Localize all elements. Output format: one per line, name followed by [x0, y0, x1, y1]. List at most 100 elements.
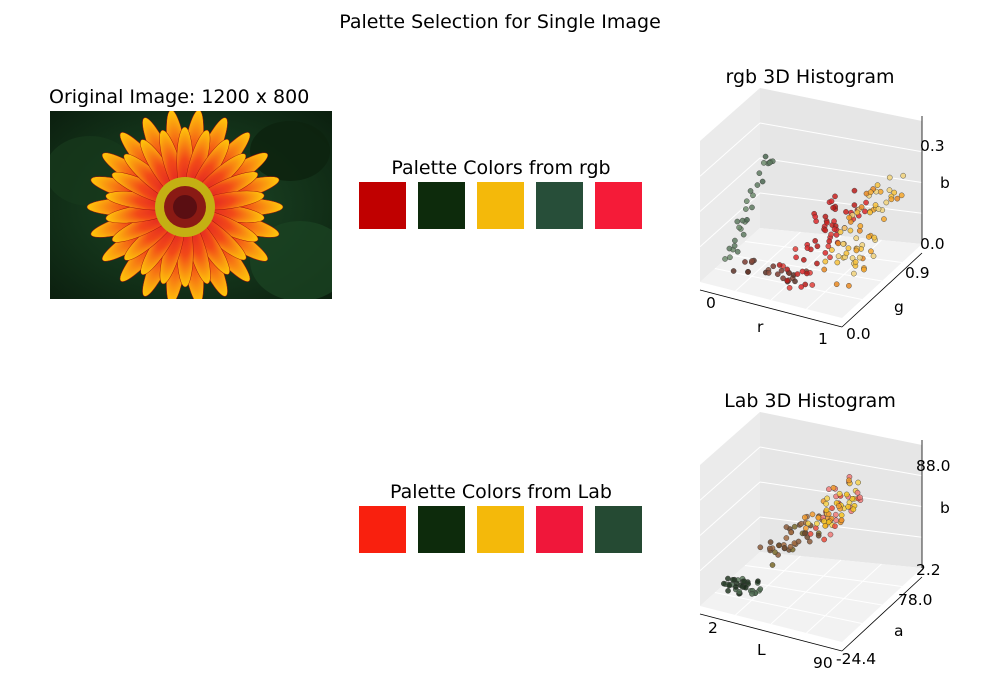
scatter-point [851, 187, 858, 194]
scatter-point [888, 196, 895, 203]
scatter-point [846, 214, 852, 221]
scatter-point [822, 258, 829, 265]
scatter-point [834, 259, 841, 266]
scatter-point [742, 259, 748, 265]
scatter-point [734, 248, 741, 255]
scatter-point [795, 538, 802, 545]
scatter-point [855, 479, 861, 486]
scatter-point [792, 246, 799, 252]
scatter-point [798, 520, 805, 527]
lab-z-label: b [940, 499, 950, 517]
scatter-point [806, 538, 813, 545]
scatter-point [792, 278, 798, 285]
scatter-point [866, 234, 872, 240]
rgb-y-tick-0: 0.0 [846, 325, 871, 343]
scatter-point [726, 245, 733, 252]
scatter-point [824, 219, 830, 226]
scatter-point [833, 281, 840, 288]
scatter-point [786, 285, 793, 291]
scatter-point [827, 254, 833, 261]
scatter-point [857, 494, 863, 501]
scatter-point [743, 584, 749, 591]
lab-z-tick-1: 88.0 [916, 457, 951, 475]
scatter-point [762, 153, 769, 160]
scatter-point [749, 204, 755, 211]
scatter-point [867, 209, 873, 216]
scatter-point [772, 549, 778, 556]
palette-swatch [595, 506, 642, 553]
scatter-point [744, 217, 750, 223]
scatter-point [875, 206, 882, 212]
scatter-point [749, 591, 755, 597]
scatter-point [734, 218, 741, 225]
palette-rgb-title: Palette Colors from rgb [391, 157, 611, 179]
scatter-point [730, 268, 737, 274]
scatter-point [776, 262, 783, 268]
scatter-point [847, 227, 854, 234]
scatter-point [755, 578, 761, 585]
scatter-point [862, 208, 868, 215]
scatter-point [835, 503, 842, 509]
palette-swatch [477, 182, 524, 229]
scatter-point [861, 266, 867, 273]
scatter-point [871, 234, 878, 241]
palette-swatch [359, 506, 406, 553]
scatter-point [874, 182, 881, 188]
scatter-point [740, 231, 747, 238]
scatter-point [747, 188, 754, 194]
scatter-point [849, 255, 856, 261]
lab-hist-title: Lab 3D Histogram [724, 390, 896, 412]
scatter-point [830, 484, 837, 491]
scatter-point [894, 195, 901, 202]
scatter-point [854, 489, 861, 496]
scatter-point [814, 260, 820, 267]
scatter-point [788, 529, 794, 536]
scatter-point [770, 263, 777, 270]
scatter-point [835, 240, 842, 247]
scatter-point [793, 254, 799, 261]
scatter-point [784, 277, 791, 284]
scatter-point [863, 199, 869, 206]
rgb-x-tick-1: 1 [818, 330, 828, 348]
scatter-point [781, 545, 788, 551]
scatter-point [826, 238, 832, 245]
scatter-point [757, 544, 764, 551]
scatter-point [801, 257, 807, 263]
lab-x-tick-0: 2 [708, 619, 718, 637]
scatter-point [828, 198, 835, 205]
scatter-point [802, 530, 808, 537]
rgb-3d-histogram [699, 88, 923, 328]
scatter-point [791, 523, 798, 530]
scatter-point [756, 170, 763, 176]
scatter-point [857, 227, 863, 234]
figure-title: Palette Selection for Single Image [339, 11, 661, 33]
scatter-point [840, 241, 847, 247]
scatter-point [823, 501, 829, 507]
image-title: Original Image: 1200 x 800 [49, 86, 310, 108]
scatter-point [857, 223, 864, 229]
scatter-point [822, 523, 829, 529]
scatter-point [813, 218, 819, 225]
scatter-point [769, 562, 776, 568]
rgb-y-tick-1: 0.9 [905, 264, 930, 282]
scatter-point [757, 586, 764, 592]
scatter-point [759, 178, 766, 185]
scatter-point [741, 578, 748, 585]
scatter-point [852, 259, 859, 265]
scatter-point [837, 229, 844, 235]
scatter-point [766, 545, 773, 552]
scatter-point [886, 187, 893, 193]
scatter-point [804, 245, 811, 251]
scatter-point [802, 514, 808, 521]
scatter-point [754, 182, 761, 188]
scatter-point [836, 490, 843, 497]
scatter-point [784, 266, 790, 273]
rgb-z-tick-0: 0.0 [920, 235, 945, 253]
scatter-point [815, 532, 822, 539]
scatter-point [733, 584, 739, 590]
scatter-point [823, 507, 830, 513]
scatter-point [815, 514, 822, 521]
palette-lab-title: Palette Colors from Lab [390, 481, 612, 503]
scatter-point [832, 523, 838, 529]
palette-swatch [359, 182, 406, 229]
